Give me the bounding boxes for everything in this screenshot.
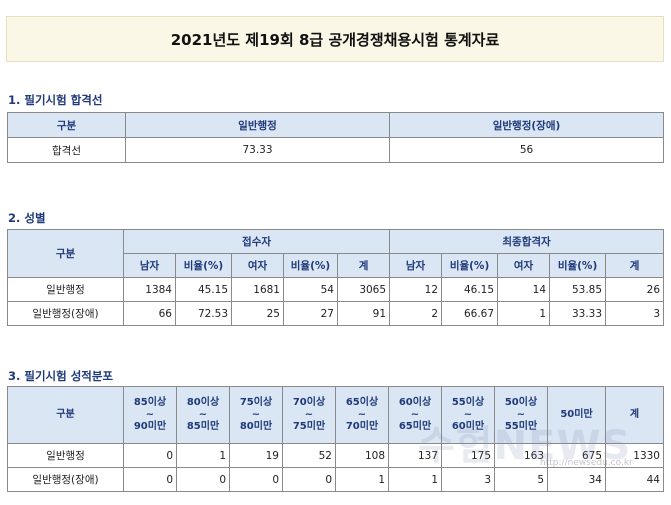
table-cell: 53.85	[549, 277, 607, 302]
range-header: 80이상 ~85미만	[176, 386, 230, 444]
table-cell: 46.15	[441, 277, 499, 302]
gender-table: 구분 접수자 최종합격자 남자 비율(%) 여자 비율(%) 계 남자 비율(%…	[7, 229, 665, 326]
table-cell: 34	[547, 467, 606, 492]
table-cell: 52	[282, 443, 336, 468]
range-header: 60이상 ~65미만	[388, 386, 442, 444]
range-header: 65이상 ~70미만	[335, 386, 389, 444]
table-cell: 1	[388, 467, 442, 492]
section3-heading: 3. 필기시험 성적분포	[8, 369, 114, 383]
table-cell: 675	[547, 443, 606, 468]
table-header-row: 구분 일반행정 일반행정(장애)	[7, 112, 664, 138]
table-cell: 5	[494, 467, 548, 492]
cutoff-table: 구분 일반행정 일반행정(장애) 합격선 73.33 56	[7, 112, 664, 163]
table-cell: 12	[389, 277, 443, 302]
header-cell: 비율(%)	[441, 253, 499, 278]
table-cell: 45.15	[175, 277, 232, 302]
table-cell: 175	[441, 443, 495, 468]
header-cell: 구분	[7, 112, 126, 138]
section2-heading: 2. 성별	[8, 211, 46, 225]
table-cell: 54	[283, 277, 338, 302]
range-header: 75이상 ~80미만	[229, 386, 283, 444]
header-cell: 여자	[497, 253, 551, 278]
range-header: 55이상 ~60미만	[441, 386, 495, 444]
table-row: 일반행정(장애) 66 72.53 25 27 91 2 66.67 1 33.…	[7, 301, 665, 326]
table-cell: 3065	[336, 277, 391, 302]
range-header: 50이상 ~55미만	[494, 386, 548, 444]
table-cell: 108	[335, 443, 389, 468]
table-cell: 19	[229, 443, 283, 468]
range-header: 85이상 ~90미만	[123, 386, 177, 444]
header-cell: 접수자	[122, 229, 391, 254]
table-cell: 0	[282, 467, 336, 492]
table-cell: 2	[389, 301, 443, 326]
header-cell: 남자	[389, 253, 443, 278]
row-label: 일반행정	[7, 277, 124, 302]
table-row: 일반행정(장애) 0 0 0 0 1 1 3 5 34 44	[7, 467, 664, 492]
table-cell: 1681	[231, 277, 284, 302]
row-label: 합격선	[7, 137, 126, 163]
table-cell: 137	[388, 443, 442, 468]
header-cell: 계	[605, 386, 664, 444]
score-distribution-table: 구분 85이상 ~90미만 80이상 ~85미만 75이상 ~80미만 70이상 ~75…	[7, 386, 664, 492]
table-cell: 73.33	[125, 137, 390, 163]
table-cell: 14	[497, 277, 551, 302]
table-cell: 1330	[605, 443, 664, 468]
header-cell: 구분	[7, 229, 124, 278]
header-cell: 일반행정	[125, 112, 390, 138]
table-cell: 56	[389, 137, 664, 163]
table-row: 일반행정 0 1 19 52 108 137 175 163 675 1330	[7, 443, 664, 468]
table-cell: 91	[336, 301, 391, 326]
table-row: 합격선 73.33 56	[7, 137, 664, 163]
table-cell: 66	[123, 301, 176, 326]
table-cell: 1	[497, 301, 551, 326]
table-cell: 0	[176, 467, 230, 492]
table-cell: 163	[494, 443, 548, 468]
range-header: 50미만	[547, 386, 606, 444]
table-cell: 44	[605, 467, 664, 492]
table-cell: 0	[123, 467, 177, 492]
table-cell: 33.33	[549, 301, 607, 326]
table-cell: 1	[335, 467, 389, 492]
table-cell: 72.53	[175, 301, 232, 326]
table-cell: 3	[605, 301, 665, 326]
page-title: 2021년도 제19회 8급 공개경쟁채용시험 통계자료	[6, 16, 664, 62]
header-cell: 계	[336, 253, 391, 278]
watermark-url: http://newsedu.co.kr	[540, 458, 633, 468]
table-cell: 1	[176, 443, 230, 468]
table-cell: 26	[605, 277, 665, 302]
header-cell: 비율(%)	[283, 253, 338, 278]
header-cell: 남자	[123, 253, 176, 278]
table-cell: 27	[283, 301, 338, 326]
range-header: 70이상 ~75미만	[282, 386, 336, 444]
header-cell: 여자	[231, 253, 284, 278]
table-cell: 3	[441, 467, 495, 492]
header-cell: 비율(%)	[175, 253, 232, 278]
header-cell: 최종합격자	[389, 229, 665, 254]
header-cell: 일반행정(장애)	[389, 112, 664, 138]
table-header-row: 구분 85이상 ~90미만 80이상 ~85미만 75이상 ~80미만 70이상 ~75…	[7, 386, 664, 444]
header-cell: 구분	[7, 386, 124, 444]
row-label: 일반행정(장애)	[7, 301, 124, 326]
section1-heading: 1. 필기시험 합격선	[8, 93, 103, 107]
table-cell: 25	[231, 301, 284, 326]
table-row: 일반행정 1384 45.15 1681 54 3065 12 46.15 14…	[7, 277, 665, 302]
table-header-row: 구분 접수자 최종합격자	[7, 229, 665, 278]
table-cell: 66.67	[441, 301, 499, 326]
row-label: 일반행정	[7, 443, 124, 468]
header-cell: 비율(%)	[549, 253, 607, 278]
table-cell: 0	[229, 467, 283, 492]
header-cell: 계	[605, 253, 665, 278]
row-label: 일반행정(장애)	[7, 467, 124, 492]
table-cell: 1384	[123, 277, 176, 302]
table-cell: 0	[123, 443, 177, 468]
